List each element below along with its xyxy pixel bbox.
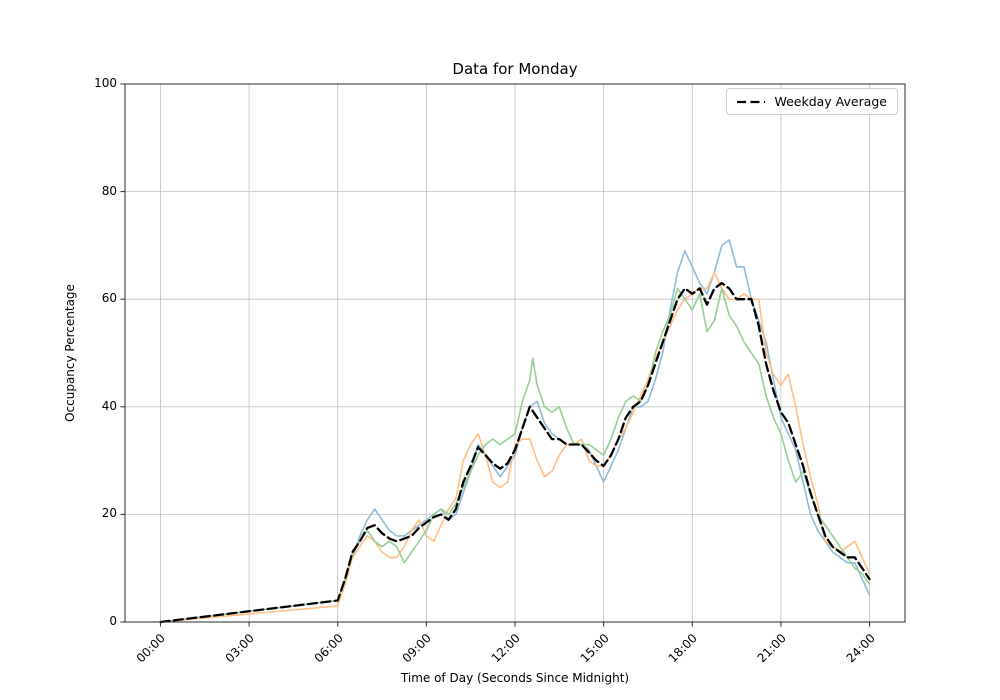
y-tick-label: 0	[109, 614, 117, 628]
y-tick-label: 100	[94, 76, 117, 90]
legend-dashed-line-sample	[737, 100, 766, 103]
series-lines	[159, 239, 871, 624]
y-tick-label: 60	[101, 291, 117, 306]
series-path-day-series-3	[159, 287, 871, 623]
chart-title: Data for Monday	[452, 60, 578, 78]
legend-label: Weekday Average	[774, 94, 887, 109]
tick-marks	[120, 83, 871, 627]
y-tick-label: 40	[101, 398, 117, 413]
series-path-weekday-average	[159, 281, 871, 624]
y-tick-label: 80	[101, 183, 117, 198]
y-axis-label: Occupancy Percentage	[63, 284, 77, 422]
grid	[125, 83, 905, 623]
y-tick-label: 20	[101, 506, 117, 521]
x-axis-label: Time of Day (Seconds Since Midnight)	[400, 671, 630, 685]
series-path-day-series-2	[159, 271, 871, 623]
legend: Weekday Average	[726, 88, 898, 115]
